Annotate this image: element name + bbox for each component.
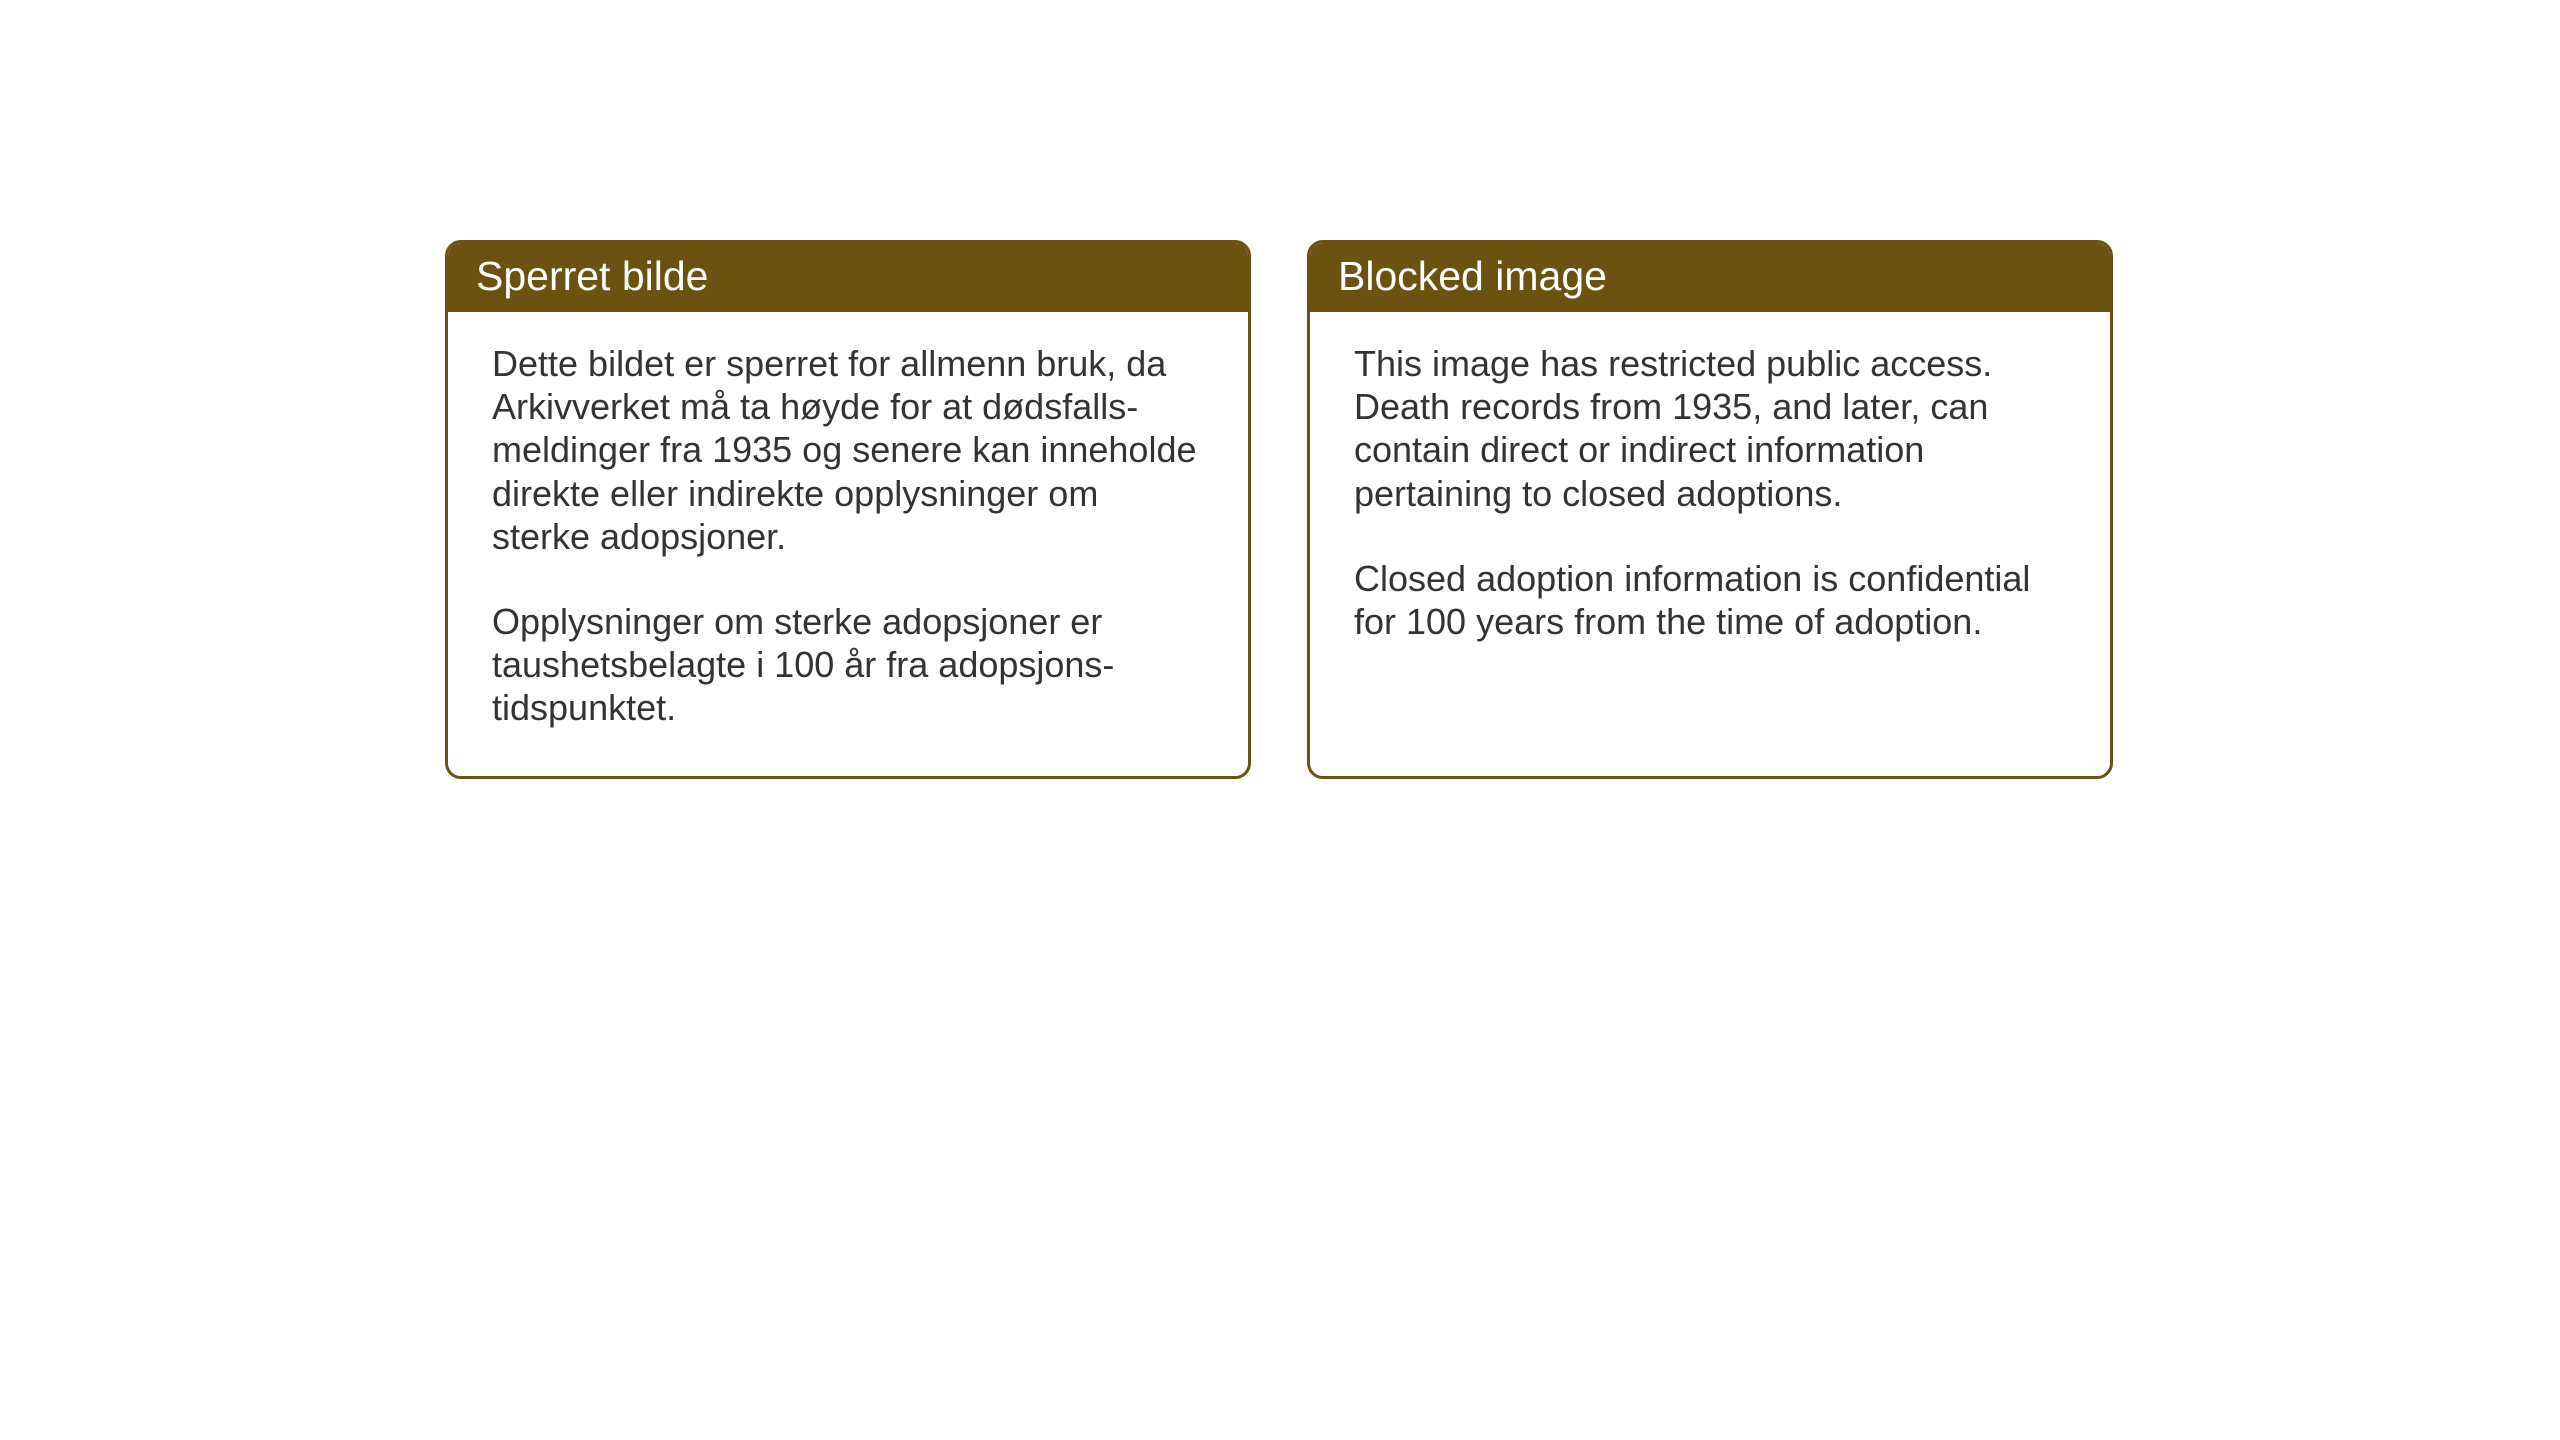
english-notice-body: This image has restricted public access.… (1310, 312, 2110, 689)
english-paragraph-1: This image has restricted public access.… (1354, 342, 2066, 515)
norwegian-paragraph-1: Dette bildet er sperret for allmenn bruk… (492, 342, 1204, 558)
norwegian-notice-box: Sperret bilde Dette bildet er sperret fo… (445, 240, 1251, 779)
english-notice-box: Blocked image This image has restricted … (1307, 240, 2113, 779)
norwegian-notice-body: Dette bildet er sperret for allmenn bruk… (448, 312, 1248, 776)
english-paragraph-2: Closed adoption information is confident… (1354, 557, 2066, 643)
norwegian-notice-header: Sperret bilde (448, 243, 1248, 312)
notice-container: Sperret bilde Dette bildet er sperret fo… (445, 240, 2113, 779)
norwegian-paragraph-2: Opplysninger om sterke adopsjoner er tau… (492, 600, 1204, 730)
english-notice-header: Blocked image (1310, 243, 2110, 312)
